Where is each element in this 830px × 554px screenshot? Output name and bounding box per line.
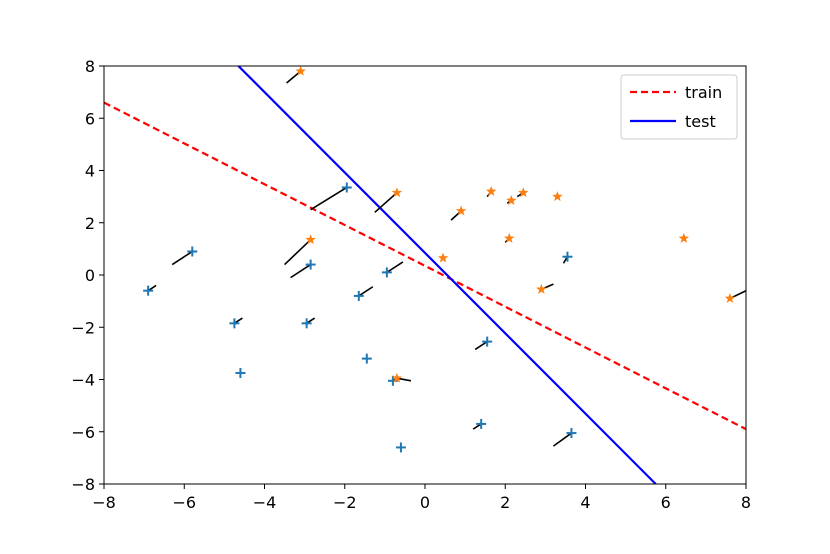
displacement-arrow xyxy=(374,192,398,213)
star-marker xyxy=(518,187,529,198)
plus-marker xyxy=(562,251,573,262)
plus-marker xyxy=(566,428,577,439)
plus-marker xyxy=(482,336,493,347)
star-marker xyxy=(485,185,497,196)
star-marker xyxy=(552,191,563,202)
legend-train-label: train xyxy=(685,83,722,102)
y-tick-label: 0 xyxy=(85,266,95,285)
plus-marker xyxy=(341,182,352,193)
star-marker xyxy=(724,293,736,303)
x-tick-label: 2 xyxy=(500,493,510,512)
fit-lines xyxy=(104,66,746,484)
displacement-arrow xyxy=(474,340,488,351)
star-marker xyxy=(536,283,547,294)
plus-marker xyxy=(301,318,312,329)
star-marker xyxy=(678,232,690,243)
axis-ticks: −8 −6 −4 −2 0 2 4 6 8 −8 −6 −4 −2 0 2 4 6 8 xyxy=(71,57,751,512)
x-tick-label: 8 xyxy=(741,493,751,512)
displacement-arrow xyxy=(386,261,404,274)
legend-test-label: test xyxy=(685,112,716,131)
markers xyxy=(143,66,736,453)
displacement-arrow xyxy=(552,432,572,447)
legend: train test xyxy=(620,74,738,140)
plus-marker xyxy=(353,290,364,301)
plus-marker xyxy=(187,246,198,257)
y-tick-label: −6 xyxy=(71,423,95,442)
plus-marker xyxy=(229,318,240,329)
star-marker xyxy=(305,234,316,245)
displacement-arrow xyxy=(284,239,312,266)
star-marker xyxy=(437,252,449,263)
y-tick-label: −4 xyxy=(71,371,95,390)
y-tick-label: −2 xyxy=(71,318,95,337)
y-tick-label: 8 xyxy=(85,57,95,76)
plus-marker xyxy=(235,367,246,378)
y-tick-label: 4 xyxy=(85,162,95,181)
star-marker xyxy=(455,205,467,216)
star-marker xyxy=(391,372,403,383)
y-tick-label: 6 xyxy=(85,109,95,128)
plus-marker xyxy=(305,259,316,270)
x-tick-label: 6 xyxy=(661,493,671,512)
displacement-arrow xyxy=(171,250,193,266)
displacement-arrow xyxy=(310,186,348,211)
plus-marker xyxy=(395,442,406,453)
y-tick-label: 2 xyxy=(85,214,95,233)
plus-marker xyxy=(361,353,372,364)
x-tick-label: 0 xyxy=(420,493,430,512)
x-tick-label: −8 xyxy=(92,493,116,512)
train-line xyxy=(104,101,746,431)
displacement-arrow xyxy=(358,286,374,297)
y-tick-label: −8 xyxy=(71,475,95,494)
legend-box xyxy=(620,74,738,140)
star-marker xyxy=(391,187,403,198)
x-tick-label: −2 xyxy=(333,493,357,512)
x-tick-label: −4 xyxy=(253,493,277,512)
x-tick-label: 4 xyxy=(580,493,590,512)
star-marker xyxy=(506,195,517,205)
plus-marker xyxy=(381,267,392,278)
plus-marker xyxy=(476,418,487,429)
star-marker xyxy=(295,66,306,76)
plus-marker xyxy=(143,285,154,296)
displacement-arrow xyxy=(290,263,312,279)
star-marker xyxy=(504,232,515,243)
test-line xyxy=(237,66,657,484)
x-tick-label: −6 xyxy=(172,493,196,512)
